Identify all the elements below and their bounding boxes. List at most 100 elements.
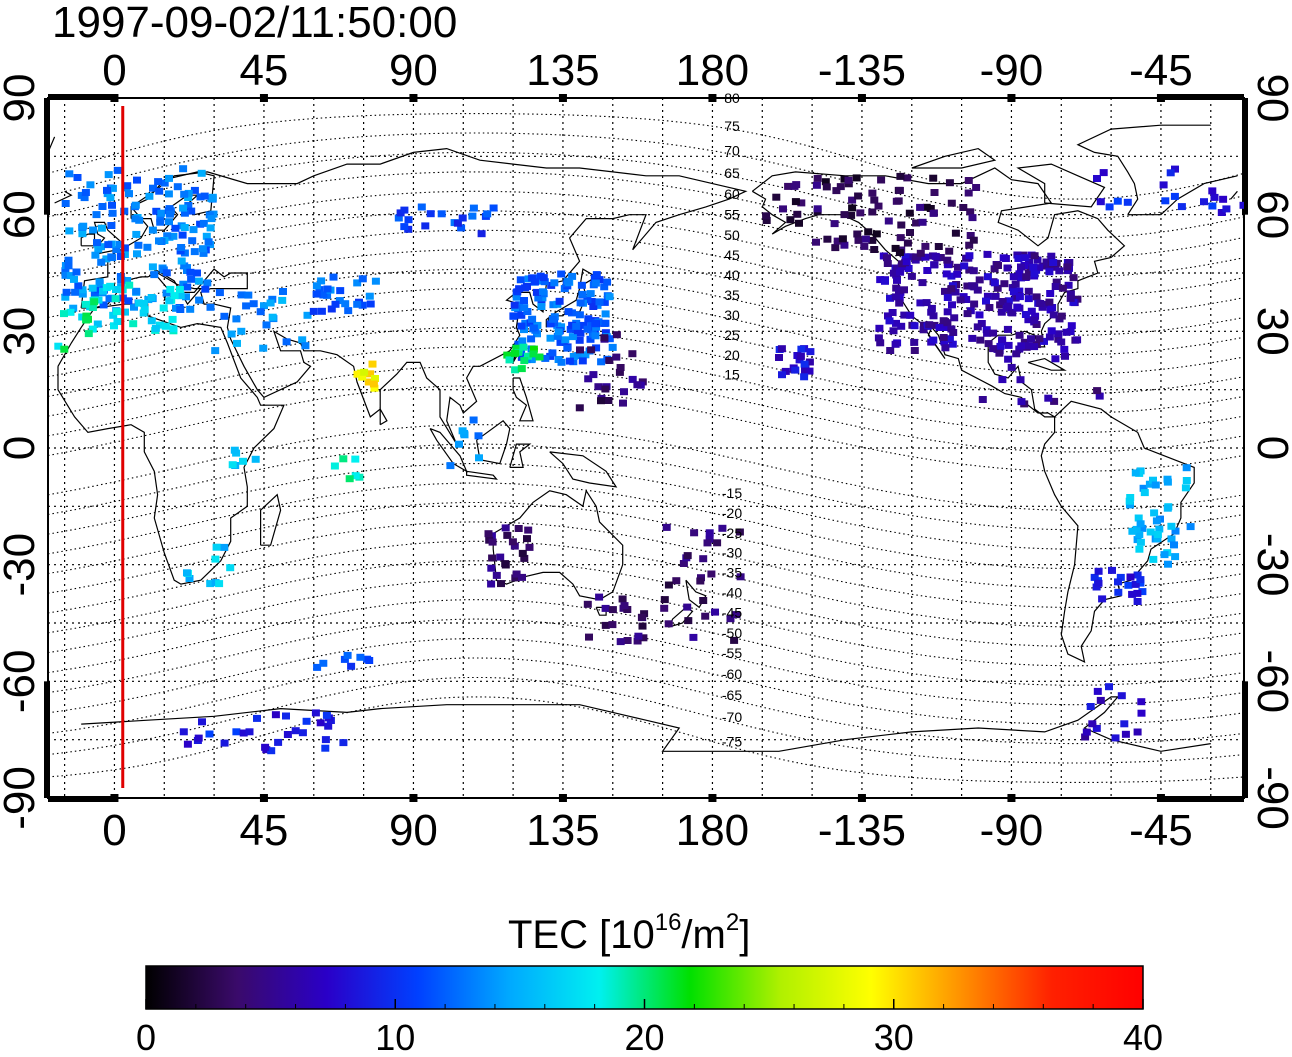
tec-pixel [249, 300, 258, 308]
tec-pixel [1066, 290, 1075, 298]
tec-pixel [805, 358, 814, 366]
tec-pixel [639, 634, 648, 642]
tec-pixel [1210, 193, 1219, 201]
tec-pixel [973, 323, 982, 331]
coastline-iceland [54, 190, 1238, 204]
tec-pixel [283, 731, 292, 738]
tec-pixel [1012, 350, 1021, 358]
tec-pixel [173, 183, 182, 191]
tec-pixel [935, 324, 944, 331]
tec-pixel [103, 186, 111, 194]
x-tick-label-bottom: 90 [389, 806, 438, 855]
tec-pixel [93, 320, 102, 328]
tec-pixel [812, 181, 821, 189]
contour-label: -25 [722, 525, 742, 541]
contour-label: -60 [722, 666, 742, 682]
tec-pixel [953, 270, 962, 278]
tec-pixel [918, 218, 927, 226]
tec-pixel [951, 229, 960, 237]
tec-pixel [592, 271, 601, 279]
tec-pixel [1031, 312, 1040, 320]
tec-pixel [206, 580, 215, 588]
tec-pixel [180, 249, 189, 257]
tec-pixel [303, 311, 312, 319]
tec-pixel [778, 371, 786, 379]
tec-pixel [1222, 205, 1231, 213]
tec-pixel [896, 172, 905, 180]
tec-pixel [1066, 294, 1075, 302]
tec-pixel [689, 633, 698, 641]
tec-pixel [358, 275, 367, 283]
contour-label: -40 [722, 585, 742, 601]
x-tick-label-bottom: -45 [1129, 806, 1193, 855]
tec-pixel [1061, 352, 1069, 360]
tec-pixel [947, 199, 956, 207]
tec-pixel [1015, 293, 1024, 301]
tec-pixel [964, 189, 973, 197]
tec-pixel [510, 542, 519, 550]
tec-pixel [182, 293, 190, 301]
tec-pixel [555, 297, 564, 305]
tec-pixel [896, 268, 905, 276]
tec-pixel [832, 187, 841, 195]
tec-pixel [331, 300, 340, 308]
magnetic-contour [48, 365, 1244, 453]
tec-pixel [130, 303, 138, 311]
tec-pixel [1093, 387, 1102, 395]
tec-pixel [1017, 263, 1025, 271]
magnetic-contour [48, 521, 1244, 608]
tec-pixel [1038, 303, 1047, 311]
tec-pixel [82, 316, 91, 324]
tec-pixel [919, 326, 928, 334]
tec-pixel [1044, 394, 1053, 402]
tec-pixel [197, 169, 206, 177]
y-tick-label-right: -90 [1248, 766, 1292, 830]
tec-pixel [1113, 197, 1122, 205]
tec-pixel [945, 335, 954, 343]
tec-pixel [927, 304, 936, 312]
tec-pixel [1014, 255, 1023, 262]
tec-pixel [1217, 209, 1226, 216]
colorbar-title-main: TEC [10 [508, 913, 655, 957]
tec-pixel [244, 291, 253, 299]
tec-pixel [512, 570, 521, 578]
tec-pixel [339, 455, 348, 463]
tec-pixel [1090, 573, 1099, 581]
tec-pixel [881, 277, 889, 285]
tec-pixel [69, 304, 78, 312]
tec-pixel [792, 181, 801, 189]
tec-pixel [973, 286, 982, 294]
tec-pixel [978, 396, 987, 403]
tec-pixel [317, 307, 326, 315]
tec-pixel [1135, 545, 1144, 553]
tec-pixel [256, 308, 265, 316]
tec-pixel [615, 368, 624, 376]
tec-pixel [1181, 484, 1190, 492]
tec-pixel [351, 472, 360, 480]
tec-pixel [106, 194, 115, 202]
tec-pixel [1032, 293, 1041, 301]
tec-pixel [883, 254, 891, 262]
coastline-nz2 [668, 606, 694, 628]
tec-pixel [132, 230, 141, 238]
tec-pixel [279, 288, 287, 295]
tec-pixel [575, 404, 584, 412]
tec-pixel [133, 176, 141, 184]
tec-pixel [426, 210, 435, 218]
tec-pixel [1161, 197, 1170, 205]
tec-pixel [520, 357, 529, 365]
tec-pixel [417, 203, 426, 211]
tec-pixel [274, 738, 283, 746]
tec-pixel [535, 353, 544, 361]
tec-pixel [583, 296, 592, 304]
tec-pixel [796, 352, 805, 360]
tec-pixel [1045, 268, 1054, 276]
tec-pixel [534, 294, 543, 302]
tec-pixel [1035, 335, 1044, 343]
tec-pixel [66, 308, 75, 316]
contour-label: -75 [722, 734, 742, 750]
tec-pixel [347, 662, 356, 670]
tec-pixel [168, 315, 177, 323]
tec-pixel [195, 296, 204, 304]
tec-pixel [185, 575, 194, 582]
